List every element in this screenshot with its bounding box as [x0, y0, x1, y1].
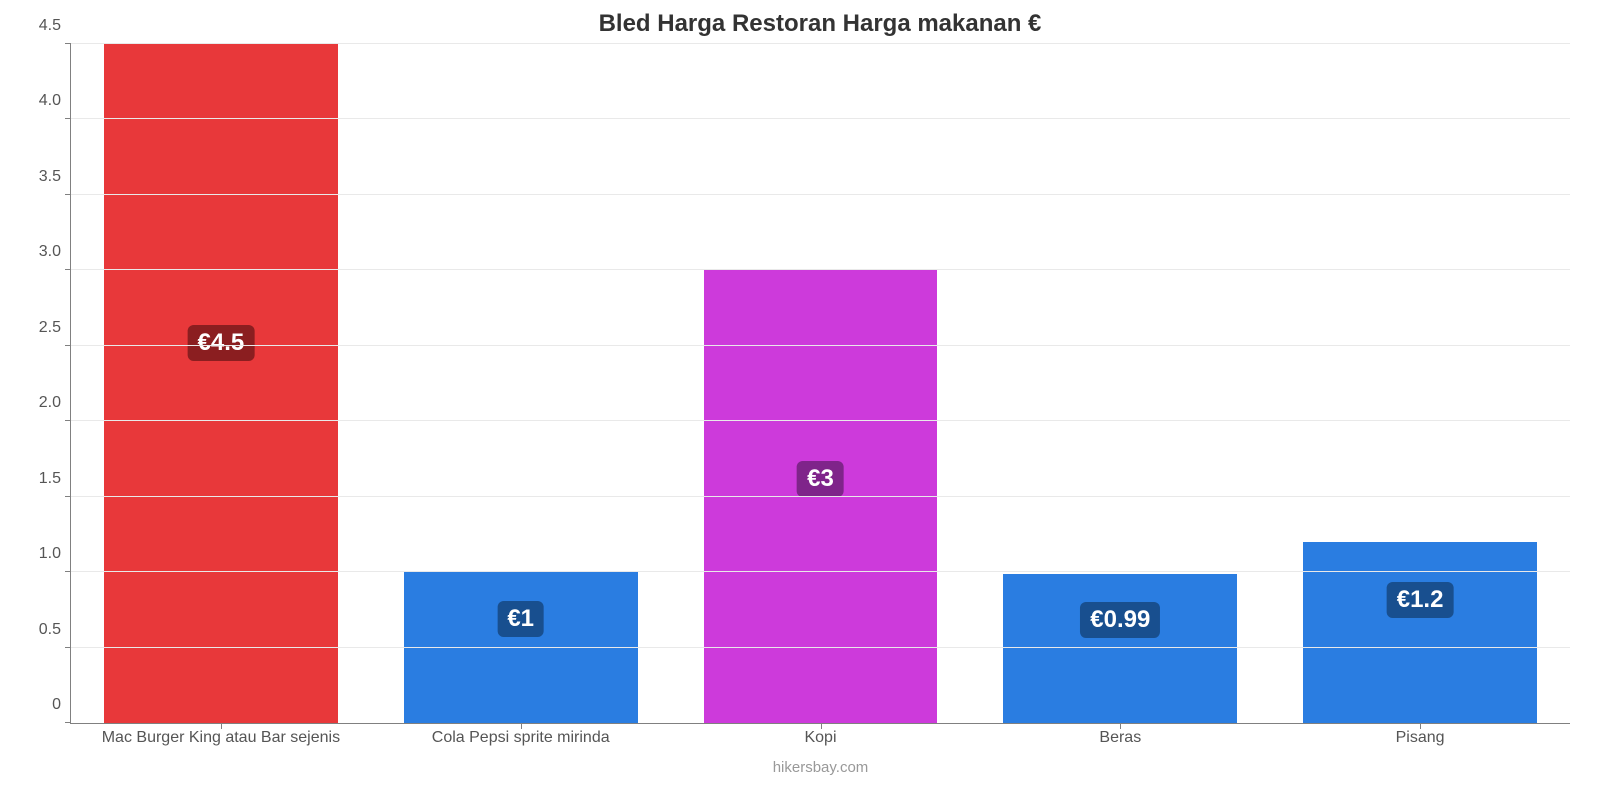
value-badge: €4.5 [188, 325, 255, 361]
ytick-mark [65, 269, 71, 270]
ytick-label: 1.0 [39, 545, 61, 563]
gridline [71, 647, 1570, 648]
bar-slot: €4.5 [71, 44, 371, 723]
ytick-mark [65, 194, 71, 195]
bar-slot: €0.99 [970, 44, 1270, 723]
chart-container: Bled Harga Restoran Harga makanan € €4.5… [0, 0, 1600, 800]
ytick-label: 2.0 [39, 394, 61, 412]
credit-text: hikersbay.com [71, 759, 1570, 776]
xtick-mark [1120, 723, 1121, 729]
x-axis-labels: Mac Burger King atau Bar sejenisCola Pep… [71, 729, 1570, 747]
value-badge: €1.2 [1387, 582, 1454, 618]
ytick-label: 4.0 [39, 92, 61, 110]
xtick-mark [821, 723, 822, 729]
ytick-mark [65, 722, 71, 723]
ytick-label: 3.0 [39, 243, 61, 261]
gridline [71, 194, 1570, 195]
bar: €3 [704, 270, 938, 723]
ytick-mark [65, 43, 71, 44]
xtick-mark [1420, 723, 1421, 729]
bar-slot: €1.2 [1270, 44, 1570, 723]
gridline [71, 43, 1570, 44]
bar-slot: €1 [371, 44, 671, 723]
x-axis-label: Beras [970, 729, 1270, 747]
xtick-mark [221, 723, 222, 729]
value-badge: €3 [797, 461, 844, 497]
x-axis-label: Kopi [671, 729, 971, 747]
gridline [71, 345, 1570, 346]
ytick-mark [65, 571, 71, 572]
ytick-label: 0.5 [39, 621, 61, 639]
bars-group: €4.5 €1 €3 €0.99 €1.2 [71, 44, 1570, 723]
gridline [71, 118, 1570, 119]
ytick-mark [65, 647, 71, 648]
ytick-mark [65, 345, 71, 346]
gridline [71, 571, 1570, 572]
value-badge: €0.99 [1080, 602, 1160, 638]
ytick-label: 2.5 [39, 319, 61, 337]
bar: €1 [404, 572, 638, 723]
bar: €4.5 [104, 44, 338, 723]
bar: €1.2 [1303, 542, 1537, 723]
x-axis-label: Mac Burger King atau Bar sejenis [71, 729, 371, 747]
gridline [71, 269, 1570, 270]
ytick-mark [65, 118, 71, 119]
ytick-label: 1.5 [39, 470, 61, 488]
ytick-label: 0 [52, 696, 61, 714]
value-badge: €1 [497, 601, 544, 637]
ytick-mark [65, 420, 71, 421]
ytick-label: 3.5 [39, 168, 61, 186]
ytick-label: 4.5 [39, 17, 61, 35]
gridline [71, 420, 1570, 421]
xtick-mark [521, 723, 522, 729]
gridline [71, 496, 1570, 497]
x-axis-label: Pisang [1270, 729, 1570, 747]
bar-slot: €3 [671, 44, 971, 723]
x-axis-label: Cola Pepsi sprite mirinda [371, 729, 671, 747]
chart-title: Bled Harga Restoran Harga makanan € [70, 10, 1570, 38]
bar: €0.99 [1003, 574, 1237, 723]
plot-area: €4.5€1€3€0.99€1.2 Mac Burger King atau B… [70, 44, 1570, 724]
ytick-mark [65, 496, 71, 497]
